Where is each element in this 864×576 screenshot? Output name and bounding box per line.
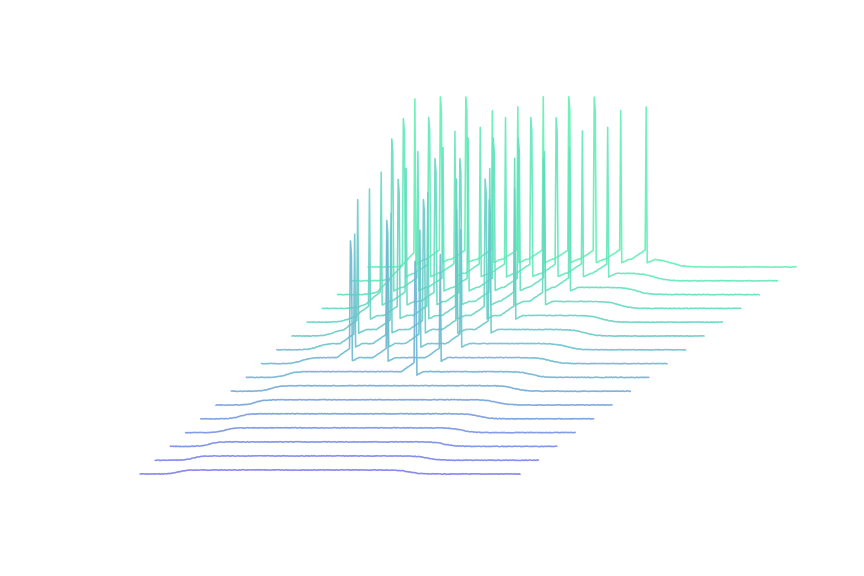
voltage-trace-4 bbox=[200, 412, 595, 420]
voltage-trace-9 bbox=[276, 219, 687, 351]
voltage-trace-13 bbox=[336, 137, 760, 296]
voltage-trace-7 bbox=[245, 260, 650, 379]
trace-group bbox=[139, 95, 797, 476]
voltage-trace-10 bbox=[291, 198, 705, 338]
voltage-trace-2 bbox=[169, 440, 558, 448]
voltage-trace-0 bbox=[139, 468, 521, 476]
voltage-trace-5 bbox=[215, 398, 613, 407]
voltage-trace-1 bbox=[154, 454, 540, 462]
voltage-trace-11 bbox=[306, 178, 724, 324]
voltage-trace-6 bbox=[230, 384, 632, 393]
voltage-trace-3 bbox=[184, 426, 576, 434]
voltage-trace-8 bbox=[260, 239, 668, 365]
